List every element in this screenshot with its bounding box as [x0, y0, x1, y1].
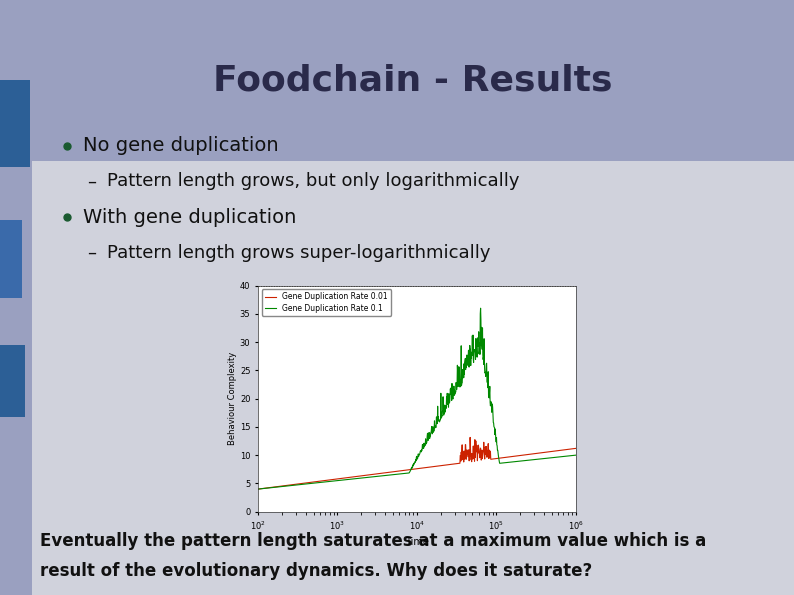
- Gene Duplication Rate 0.01: [501, 454, 511, 461]
- Bar: [0, 80, 30, 167]
- Gene Duplication Rate 0.1: [507, 458, 517, 465]
- Gene Duplication Rate 0.1: [393, 471, 403, 478]
- Gene Duplication Rate 0.1: [382, 472, 391, 479]
- Gene Duplication Rate 0.01: [472, 448, 481, 455]
- Gene Duplication Rate 0.1: [501, 459, 511, 466]
- Gene Duplication Rate 0.1: [476, 305, 485, 312]
- Gene Duplication Rate 0.01: [465, 434, 475, 441]
- Line: Gene Duplication Rate 0.1: Gene Duplication Rate 0.1: [258, 308, 576, 489]
- Gene Duplication Rate 0.01: [382, 469, 391, 476]
- Text: Foodchain - Results: Foodchain - Results: [213, 63, 613, 98]
- Line: Gene Duplication Rate 0.01: Gene Duplication Rate 0.01: [258, 437, 576, 489]
- Gene Duplication Rate 0.01: [507, 453, 517, 460]
- Gene Duplication Rate 0.01: [393, 468, 403, 475]
- Bar: [0, 220, 22, 298]
- X-axis label: Time: Time: [405, 537, 429, 547]
- Gene Duplication Rate 0.1: [472, 345, 481, 352]
- Text: Eventually the pattern length saturates at a maximum value which is a: Eventually the pattern length saturates …: [40, 533, 706, 550]
- Gene Duplication Rate 0.01: [571, 445, 580, 452]
- Legend: Gene Duplication Rate 0.01, Gene Duplication Rate 0.1: Gene Duplication Rate 0.01, Gene Duplica…: [262, 289, 391, 316]
- Gene Duplication Rate 0.1: [286, 482, 295, 489]
- Text: –: –: [87, 173, 96, 190]
- Gene Duplication Rate 0.1: [253, 486, 263, 493]
- Text: No gene duplication: No gene duplication: [83, 136, 279, 155]
- Gene Duplication Rate 0.1: [571, 452, 580, 459]
- Text: Pattern length grows, but only logarithmically: Pattern length grows, but only logarithm…: [107, 173, 520, 190]
- Gene Duplication Rate 0.01: [253, 486, 263, 493]
- Text: result of the evolutionary dynamics. Why does it saturate?: result of the evolutionary dynamics. Why…: [40, 562, 592, 580]
- Text: –: –: [87, 244, 96, 262]
- Y-axis label: Behaviour Complexity: Behaviour Complexity: [228, 352, 237, 445]
- Text: With gene duplication: With gene duplication: [83, 208, 297, 227]
- Bar: [32, 161, 794, 595]
- Text: Pattern length grows super-logarithmically: Pattern length grows super-logarithmical…: [107, 244, 491, 262]
- Gene Duplication Rate 0.01: [286, 481, 295, 488]
- Bar: [0, 345, 25, 416]
